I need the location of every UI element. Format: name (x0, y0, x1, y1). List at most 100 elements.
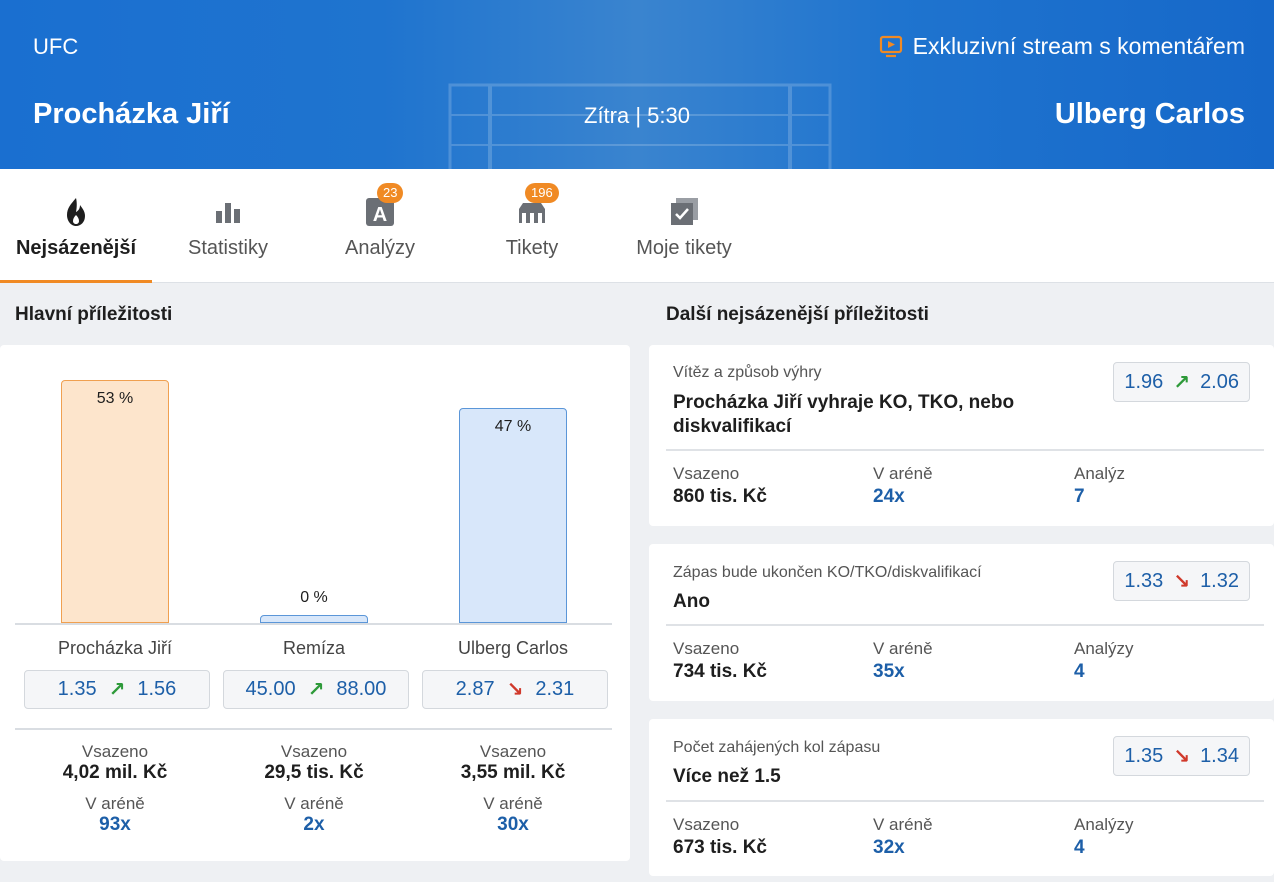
arena-background (448, 83, 832, 169)
odds-new: 2.06 (1200, 370, 1239, 393)
analyses-count-badge: 23 (377, 183, 404, 203)
selection-name: Ano (673, 591, 710, 612)
arena-label: V aréně (873, 815, 933, 834)
analyses-label: Analýz (1074, 464, 1126, 483)
staked-value: 3,55 mil. Kč (460, 762, 566, 783)
share-label: 53 % (96, 390, 134, 407)
outcome-name-away: Ulberg Carlos (457, 638, 569, 658)
tab-tickets[interactable]: 196 Tikety (456, 169, 608, 283)
stats-draw: Vsazeno 29,5 tis. Kč V aréně 2x (221, 742, 407, 836)
odds-new: 1.32 (1200, 569, 1239, 592)
staked-label: Vsazeno (673, 464, 740, 483)
odds-old: 45.00 (245, 678, 296, 700)
stats-home: Vsazeno 4,02 mil. Kč V aréně 93x (22, 742, 208, 836)
outcome-name-home: Procházka Jiří (57, 638, 173, 658)
arena-value: 24x (873, 486, 905, 507)
analyses-stat[interactable]: Analýzy 4 (1074, 639, 1134, 683)
arena-label: V aréně (873, 464, 933, 483)
match-header: UFC Exkluzivní stream s komentářem Proch… (0, 0, 1274, 169)
opportunity-card: Vítěz a způsob výhry Procházka Jiří vyhr… (649, 345, 1274, 526)
home-fighter: Procházka Jiří (33, 98, 230, 130)
odds-new: 1.56 (137, 678, 177, 700)
tab-bar: Nejsázenější Statistiky A 23 Analýzy (0, 169, 1274, 283)
arena-stat: V aréně 35x (873, 639, 933, 683)
analyses-stat[interactable]: Analýz 7 (1074, 464, 1125, 508)
svg-text:A: A (373, 204, 387, 226)
exclusive-stream-link[interactable]: Exkluzivní stream s komentářem (879, 33, 1245, 60)
arena-label: V aréně (284, 794, 344, 813)
arena-value: 93x (99, 814, 131, 835)
trend-down-icon: ↘ (506, 679, 524, 701)
staked-label: Vsazeno (673, 815, 740, 834)
odds-old: 1.33 (1124, 569, 1164, 592)
analyses-value: 7 (1074, 486, 1085, 507)
odds-button-draw[interactable]: 45.00 ↗ 88.00 (223, 670, 409, 709)
tab-my-tickets[interactable]: Moje tikety (608, 169, 760, 283)
staked-stat: Vsazeno 860 tis. Kč (673, 464, 767, 508)
analyses-label: Analýzy (1074, 815, 1134, 834)
tab-label: Statistiky (187, 237, 269, 259)
arena-value: 30x (497, 814, 529, 835)
odds-button-away[interactable]: 2.87 ↘ 2.31 (422, 670, 608, 709)
stats-divider (15, 728, 612, 730)
odds-old: 2.87 (455, 678, 495, 700)
arena-icon (519, 203, 545, 223)
sport-label: UFC (33, 34, 79, 59)
analyses-stat[interactable]: Analýzy 4 (1074, 815, 1134, 859)
stream-label: Exkluzivní stream s komentářem (912, 33, 1245, 59)
trend-down-icon: ↘ (1173, 570, 1191, 593)
staked-value: 29,5 tis. Kč (264, 762, 364, 783)
odds-button[interactable]: 1.33 ↘ 1.32 (1113, 561, 1250, 601)
opportunity-card: Počet zahájených kol zápasu Více než 1.5… (649, 719, 1274, 876)
staked-stat: Vsazeno 734 tis. Kč (673, 639, 767, 683)
trend-up-icon: ↗ (1173, 371, 1191, 394)
trend-up-icon: ↗ (307, 679, 325, 701)
staked-value: 860 tis. Kč (673, 486, 767, 507)
card-divider (666, 624, 1264, 626)
arena-label: V aréně (85, 794, 145, 813)
staked-value: 673 tis. Kč (673, 837, 767, 858)
arena-stat: V aréně 32x (873, 815, 933, 859)
tab-analyses[interactable]: A 23 Analýzy (304, 169, 456, 283)
main-section-title: Hlavní příležitosti (15, 304, 173, 325)
market-name: Počet zahájených kol zápasu (673, 739, 881, 756)
staked-stat: Vsazeno 673 tis. Kč (673, 815, 767, 859)
staked-label: Vsazeno (479, 742, 547, 761)
flame-icon (67, 198, 85, 226)
share-label-draw: 0 % (300, 589, 328, 606)
odds-new: 88.00 (336, 678, 387, 700)
market-name: Vítěz a způsob výhry (673, 364, 822, 381)
other-section-title: Další nejsázenější příležitosti (666, 304, 929, 325)
match-time: Zítra | 5:30 (584, 103, 690, 128)
stats-away: Vsazeno 3,55 mil. Kč V aréně 30x (420, 742, 606, 836)
tab-label: Nejsázenější (15, 237, 137, 259)
card-divider (666, 800, 1264, 802)
my-tickets-icon (671, 198, 698, 225)
arena-value: 35x (873, 661, 905, 682)
trend-up-icon: ↗ (108, 679, 126, 701)
arena-value: 32x (873, 837, 905, 858)
tab-statistics[interactable]: Statistiky (152, 169, 304, 283)
tab-most-bet[interactable]: Nejsázenější (0, 169, 152, 283)
analyses-value: 4 (1074, 661, 1085, 682)
odds-new: 2.31 (535, 678, 575, 700)
tab-label: Tikety (505, 237, 559, 259)
staked-value: 734 tis. Kč (673, 661, 767, 682)
analysis-icon: A (366, 198, 394, 226)
share-bar-draw (260, 615, 368, 623)
staked-label: Vsazeno (81, 742, 149, 761)
odds-button[interactable]: 1.35 ↘ 1.34 (1113, 736, 1250, 776)
staked-label: Vsazeno (673, 639, 740, 658)
odds-button[interactable]: 1.96 ↗ 2.06 (1113, 362, 1250, 402)
odds-button-home[interactable]: 1.35 ↗ 1.56 (24, 670, 210, 709)
stream-icon (879, 35, 902, 57)
odds-old: 1.35 (1124, 744, 1164, 767)
arena-stat: V aréně 24x (873, 464, 933, 508)
share-label: 47 % (494, 417, 532, 435)
chart-baseline (15, 623, 612, 625)
tab-label: Analýzy (344, 237, 416, 259)
arena-label: V aréně (483, 794, 543, 813)
analyses-value: 4 (1074, 837, 1085, 858)
analyses-label: Analýzy (1074, 639, 1134, 658)
away-fighter: Ulberg Carlos (1054, 98, 1245, 130)
